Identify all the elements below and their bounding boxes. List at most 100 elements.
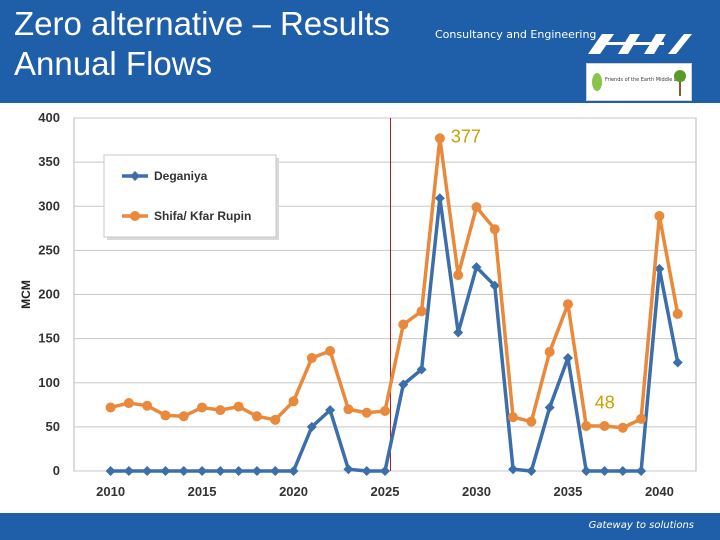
y-axis-ticks: 0 50 100 150 200 250 300 350 400 [38,110,60,478]
data-point-deganiya [672,357,683,368]
data-point-shifa-kfar-rupin [526,416,537,427]
data-point-shifa-kfar-rupin [544,346,555,357]
x-tick-label: 2020 [279,484,308,499]
data-point-deganiya [306,421,317,432]
dhv-logo-icon [588,34,692,54]
data-point-deganiya [471,262,482,273]
y-axis-label: MCM [19,280,33,309]
data-point-shifa-kfar-rupin [288,396,299,407]
data-point-shifa-kfar-rupin [197,402,208,413]
data-point-deganiya [123,466,134,476]
data-point-deganiya [581,466,592,476]
data-point-shifa-kfar-rupin [178,411,189,422]
data-point-shifa-kfar-rupin [489,224,500,235]
x-tick-label: 2040 [645,484,674,499]
data-point-shifa-kfar-rupin [306,353,317,364]
y-tick-label: 0 [53,463,60,478]
data-point-shifa-kfar-rupin [325,345,336,356]
footer-tagline: Gateway to solutions [588,520,694,531]
data-point-shifa-kfar-rupin [434,133,445,144]
data-point-shifa-kfar-rupin [142,400,153,411]
data-point-deganiya [325,405,336,416]
data-point-deganiya [617,466,628,476]
y-tick-label: 200 [38,287,60,302]
data-point-deganiya [398,379,409,390]
data-point-shifa-kfar-rupin [562,299,573,310]
data-point-deganiya [105,466,116,476]
data-point-deganiya [526,466,537,476]
legend-label: Deganiya [154,169,208,183]
data-point-shifa-kfar-rupin [654,210,665,221]
data-point-deganiya [599,466,610,476]
y-tick-label: 100 [38,375,60,390]
data-point-shifa-kfar-rupin [398,319,409,330]
data-point-deganiya [636,466,647,476]
data-point-shifa-kfar-rupin [215,405,226,416]
data-point-shifa-kfar-rupin [343,404,354,415]
data-point-deganiya [544,402,555,413]
data-point-deganiya [562,353,573,364]
data-point-deganiya [489,280,500,291]
annotation-label: 377 [451,126,481,146]
data-point-shifa-kfar-rupin [453,270,464,281]
data-point-deganiya [434,193,445,204]
legend-box [103,154,277,238]
y-tick-label: 350 [38,154,60,169]
data-point-deganiya [215,466,226,476]
data-point-deganiya [160,466,171,476]
data-point-deganiya [288,466,299,476]
data-point-deganiya [416,364,427,375]
legend-label: Shifa/ Kfar Rupin [154,209,251,223]
title-line-2: Annual Flows [14,45,213,82]
data-point-deganiya [380,466,390,476]
x-axis-ticks: 2010 2015 2020 2025 2030 2035 2040 [96,484,674,499]
data-point-deganiya [270,466,281,476]
annual-flows-chart: 0 50 100 150 200 250 300 350 400 2010 2015 2020 202… [19,110,697,499]
annotation-label: 48 [595,393,615,413]
chart-series [105,133,683,476]
y-tick-label: 50 [46,419,60,434]
data-point-deganiya [251,466,262,476]
y-tick-label: 400 [38,110,60,125]
data-point-shifa-kfar-rupin [636,413,647,424]
data-point-shifa-kfar-rupin [599,420,610,431]
data-point-shifa-kfar-rupin [416,306,427,317]
data-point-shifa-kfar-rupin [233,401,244,412]
header-bar: Zero alternative – Results Annual Flows … [0,0,720,103]
x-tick-label: 2025 [371,484,400,499]
y-tick-label: 250 [38,242,60,257]
leaf-icon [592,73,602,91]
data-point-shifa-kfar-rupin [361,407,372,418]
data-point-deganiya [197,466,208,476]
data-point-shifa-kfar-rupin [380,405,390,416]
y-tick-label: 300 [38,198,60,213]
data-point-shifa-kfar-rupin [617,422,628,433]
data-point-shifa-kfar-rupin [251,411,262,422]
x-tick-label: 2035 [553,484,582,499]
data-point-deganiya [361,466,372,476]
data-point-shifa-kfar-rupin [581,420,592,431]
partner-logo: Friends of the Earth Middle East [586,63,692,101]
slide-title: Zero alternative – Results Annual Flows [14,4,390,84]
data-point-deganiya [508,464,519,475]
x-tick-label: 2015 [188,484,217,499]
data-point-shifa-kfar-rupin [471,202,482,213]
data-point-shifa-kfar-rupin [160,410,171,421]
y-tick-label: 150 [38,331,60,346]
data-point-deganiya [654,263,665,274]
data-point-shifa-kfar-rupin [672,308,683,319]
data-point-shifa-kfar-rupin [105,402,116,413]
tree-icon [674,70,686,96]
data-point-shifa-kfar-rupin [270,414,281,425]
data-point-deganiya [233,466,244,476]
chart-legend: Deganiya Shifa/ Kfar Rupin [103,154,279,240]
x-tick-label: 2010 [96,484,125,499]
partner-logo-text: Friends of the Earth Middle East [605,77,685,83]
data-point-deganiya [343,464,354,475]
x-tick-label: 2030 [462,484,491,499]
data-point-deganiya [142,466,153,476]
footer-bar: Gateway to solutions [0,513,720,540]
legend-marker-diamond [130,171,140,181]
data-point-deganiya [453,327,464,338]
legend-marker-circle [130,211,140,221]
